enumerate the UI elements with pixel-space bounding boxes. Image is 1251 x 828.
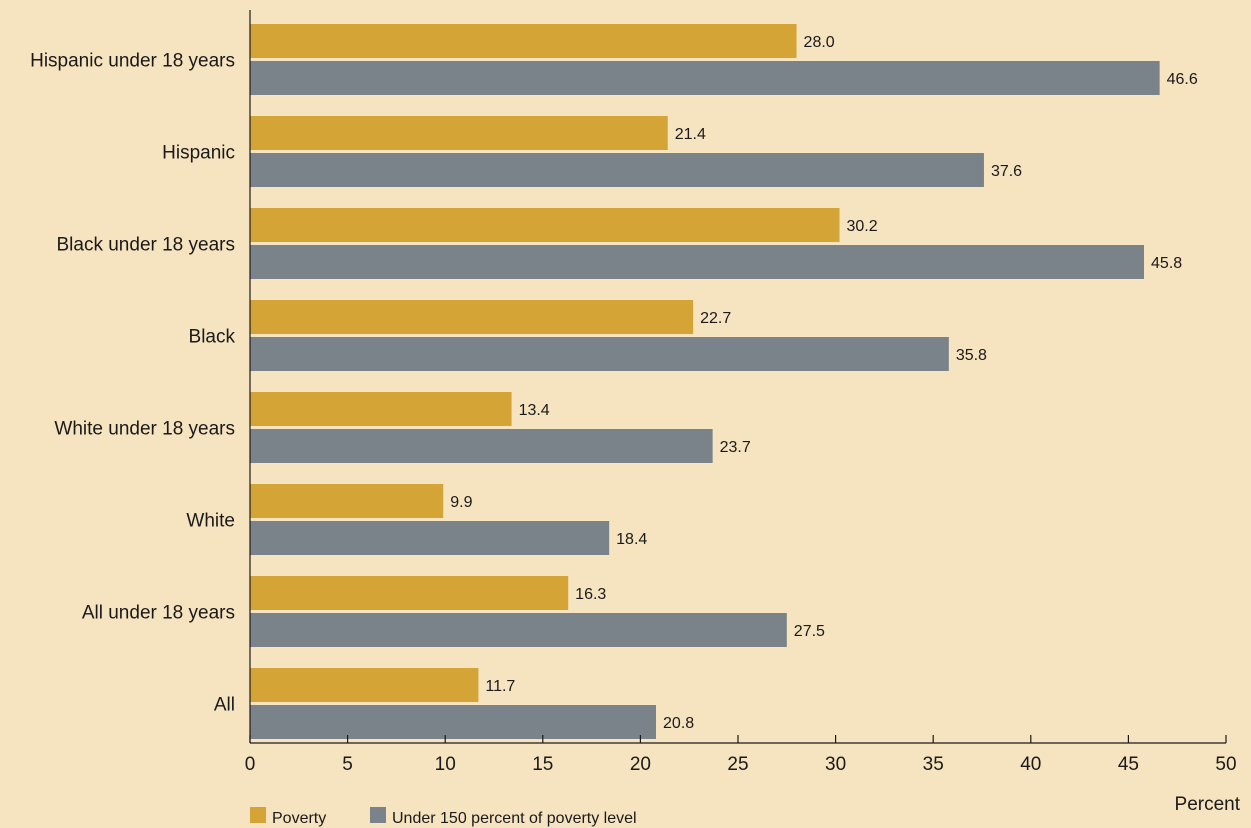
value-label-under-150-5: 18.4	[616, 531, 647, 548]
value-label-poverty-5: 9.9	[450, 494, 472, 511]
value-label-under-150-2: 45.8	[1151, 255, 1182, 272]
value-label-poverty-3: 22.7	[700, 310, 731, 327]
value-label-poverty-2: 30.2	[847, 218, 878, 235]
legend-label-poverty: Poverty	[272, 810, 326, 827]
bar-under-150-1	[250, 153, 984, 187]
value-label-under-150-3: 35.8	[956, 347, 987, 364]
bar-under-150-7	[250, 705, 657, 739]
x-tick-label-8: 40	[1020, 754, 1041, 775]
bar-under-150-6	[250, 613, 787, 647]
bar-under-150-3	[250, 337, 949, 371]
category-label-7: All	[214, 695, 235, 716]
x-axis: 0 5 10 15 20 25 30 35 40 45 50	[245, 10, 1237, 775]
category-label-6: All under 18 years	[82, 603, 235, 624]
category-label-1: Hispanic	[162, 143, 235, 164]
x-tick-label-10: 50	[1215, 754, 1236, 775]
x-axis-title: Percent	[1175, 794, 1241, 815]
value-label-under-150-1: 37.6	[991, 163, 1022, 180]
x-tick-label-1: 5	[342, 754, 353, 775]
value-label-poverty-7: 11.7	[485, 678, 515, 695]
x-tick-label-9: 45	[1118, 754, 1139, 775]
x-tick-label-3: 15	[532, 754, 553, 775]
x-tick-label-4: 20	[630, 754, 651, 775]
category-label-0: Hispanic under 18 years	[30, 51, 235, 72]
bar-poverty-6	[250, 576, 569, 610]
category-label-3: Black	[189, 327, 236, 348]
bars-layer	[250, 24, 1160, 739]
legend: Poverty Under 150 percent of poverty lev…	[250, 807, 637, 827]
category-labels-layer: Hispanic under 18 years Hispanic Black und…	[30, 51, 235, 716]
x-tick-label-0: 0	[245, 754, 256, 775]
bar-poverty-5	[250, 484, 444, 518]
bar-under-150-2	[250, 245, 1145, 279]
value-label-under-150-6: 27.5	[794, 623, 825, 640]
value-label-poverty-0: 28.0	[804, 34, 835, 51]
bar-under-150-5	[250, 521, 610, 555]
value-label-poverty-4: 13.4	[519, 402, 550, 419]
legend-swatch-poverty	[250, 807, 266, 823]
value-label-under-150-7: 20.8	[663, 715, 694, 732]
value-label-poverty-6: 16.3	[575, 586, 606, 603]
x-tick-label-2: 10	[435, 754, 456, 775]
value-label-under-150-0: 46.6	[1167, 71, 1198, 88]
value-labels-layer: 28.0 46.6 21.4 37.6 30.2 45.8 22.7 35.8 13.4 23.7…	[450, 34, 1198, 732]
bar-poverty-7	[250, 668, 479, 702]
legend-swatch-under-150	[370, 807, 386, 823]
bar-poverty-4	[250, 392, 512, 426]
value-label-under-150-4: 23.7	[720, 439, 751, 456]
x-tick-label-7: 35	[923, 754, 944, 775]
bar-under-150-0	[250, 61, 1160, 95]
category-label-5: White	[186, 511, 235, 532]
bar-poverty-1	[250, 116, 668, 150]
bar-poverty-2	[250, 208, 840, 242]
bar-under-150-4	[250, 429, 713, 463]
x-tick-label-5: 25	[727, 754, 748, 775]
category-label-4: White under 18 years	[54, 419, 235, 440]
bar-poverty-0	[250, 24, 797, 58]
x-tick-label-6: 30	[825, 754, 846, 775]
category-label-2: Black under 18 years	[57, 235, 236, 256]
legend-label-under-150: Under 150 percent of poverty level	[392, 810, 637, 827]
bar-poverty-3	[250, 300, 694, 334]
value-label-poverty-1: 21.4	[675, 126, 706, 143]
